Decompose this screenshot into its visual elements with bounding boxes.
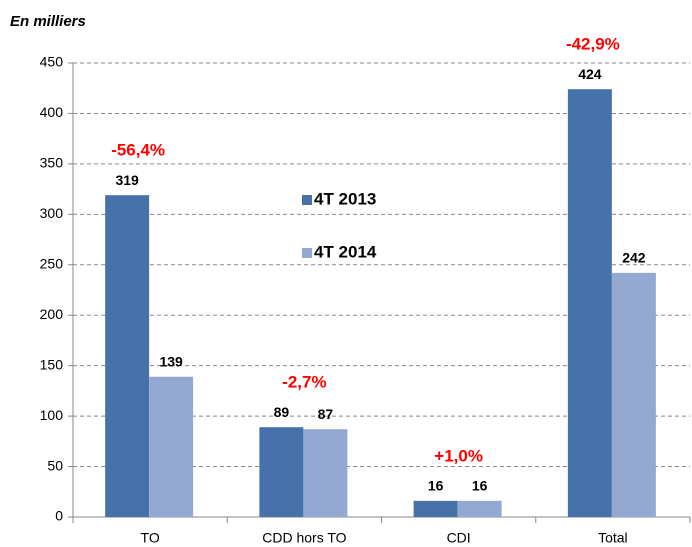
bar [567, 89, 612, 517]
bar [259, 427, 304, 517]
y-tick-label: 0 [55, 508, 63, 524]
annotation: -56,4% [111, 141, 165, 160]
annotation: -42,9% [566, 35, 620, 54]
annotation: +1,0% [434, 446, 483, 465]
x-tick-label: CDI [447, 530, 471, 546]
bar [303, 429, 348, 517]
legend-swatch [302, 195, 312, 205]
y-tick-label: 450 [40, 54, 64, 70]
legend-label: 4T 2013 [314, 189, 376, 208]
data-label: 16 [472, 478, 488, 494]
data-label: 424 [578, 66, 602, 82]
x-tick-label: Total [598, 530, 628, 546]
y-tick-label: 150 [40, 356, 64, 372]
bar [149, 376, 194, 517]
subtitle: En milliers [10, 13, 86, 30]
bar [413, 500, 458, 517]
x-tick-label: TO [141, 530, 160, 546]
bar [105, 195, 150, 518]
bar [457, 500, 502, 517]
data-label: 319 [115, 172, 139, 188]
y-tick-label: 50 [47, 457, 63, 473]
y-tick-label: 350 [40, 155, 64, 171]
y-tick-label: 250 [40, 255, 64, 271]
legend-label: 4T 2014 [314, 242, 377, 261]
data-label: 242 [622, 250, 646, 266]
y-tick-label: 400 [40, 104, 64, 120]
y-tick-label: 100 [40, 407, 64, 423]
bar [611, 272, 656, 517]
data-label: 16 [428, 478, 444, 494]
data-label: 87 [318, 406, 334, 422]
data-label: 89 [274, 404, 290, 420]
y-tick-label: 300 [40, 205, 64, 221]
y-tick-label: 200 [40, 306, 64, 322]
data-label: 139 [159, 353, 183, 369]
annotation: -2,7% [282, 373, 326, 392]
x-tick-label: CDD hors TO [262, 530, 346, 546]
legend-swatch [302, 248, 312, 258]
